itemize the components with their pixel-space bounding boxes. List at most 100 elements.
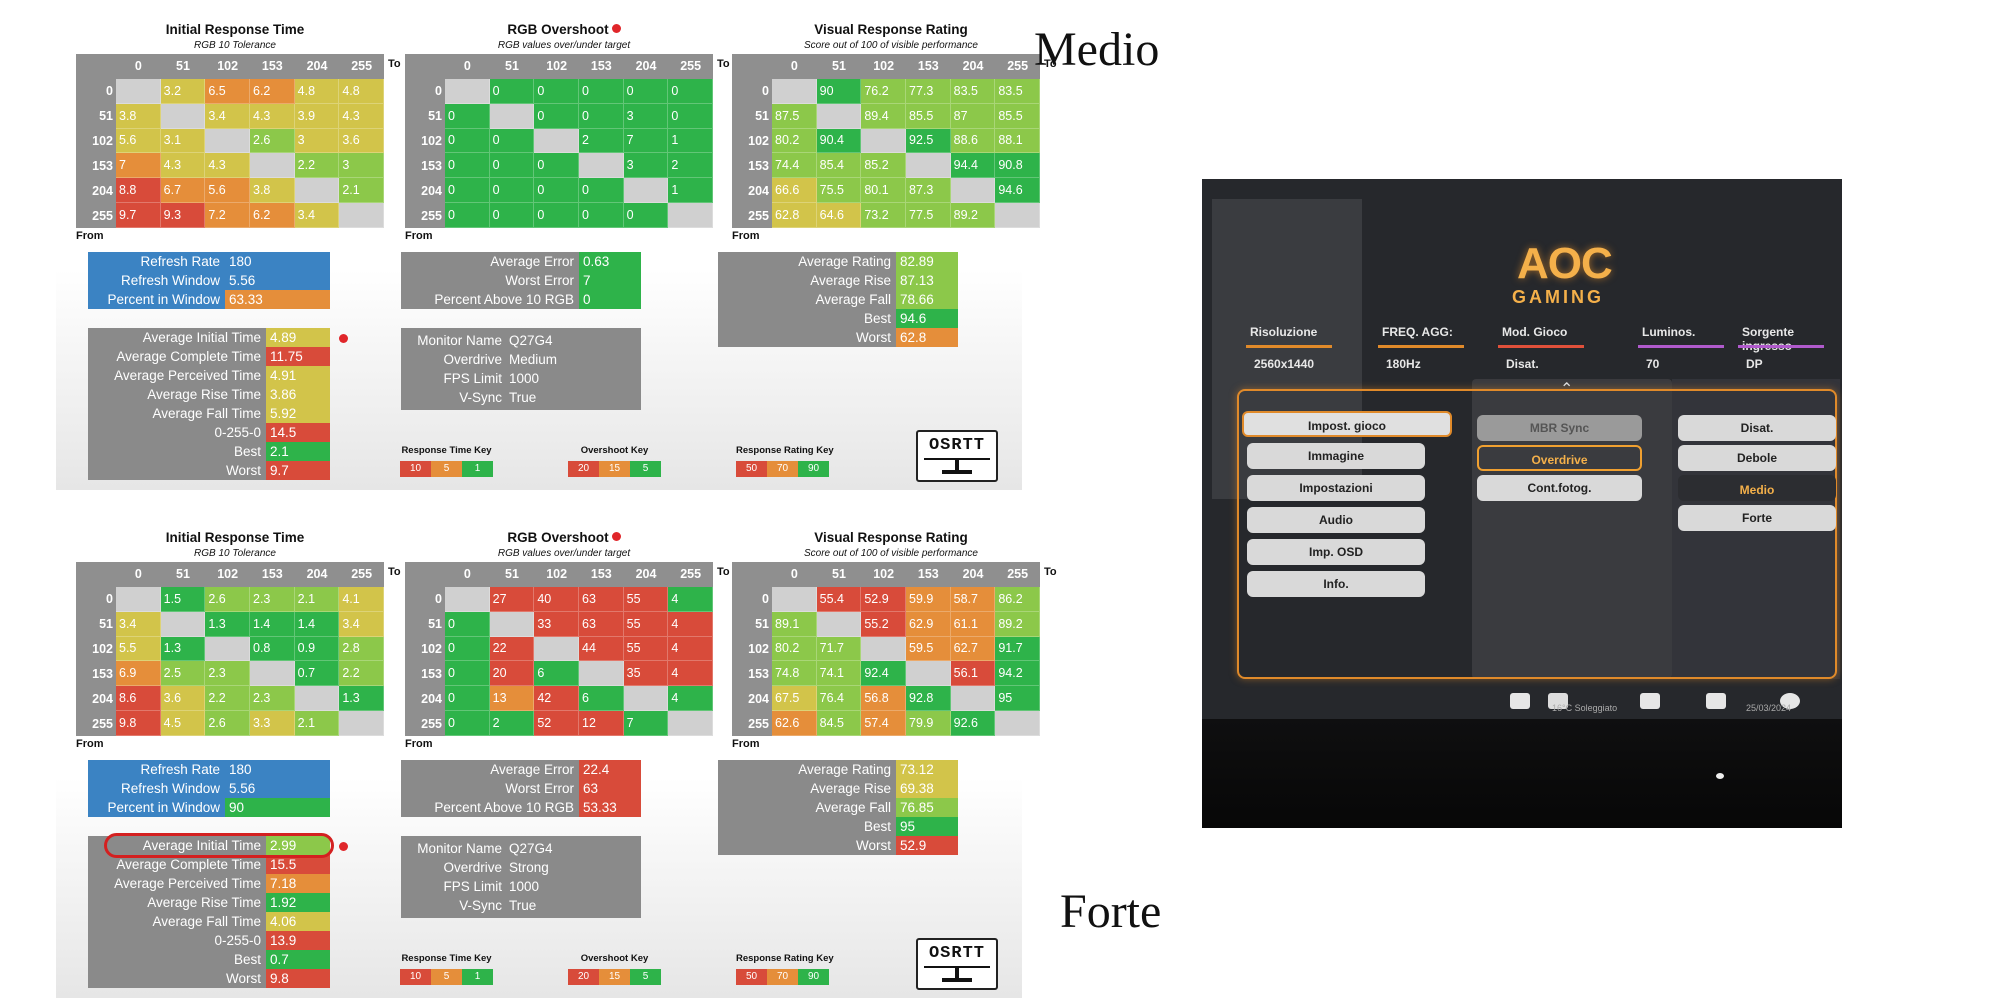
osd-option-disat[interactable]: Disat. xyxy=(1678,415,1836,441)
osd-menu-audio[interactable]: Audio xyxy=(1247,507,1425,533)
osd-sub-cont-fotog[interactable]: Cont.fotog. xyxy=(1477,475,1642,501)
stat-value: 95 xyxy=(896,817,958,836)
heatmap-cell: 3.9 xyxy=(294,103,340,129)
heatmap-cell: 12 xyxy=(579,711,624,736)
info-label: V-Sync xyxy=(459,390,502,405)
monitor-icon xyxy=(924,458,990,460)
stat-label: Average Error xyxy=(490,254,574,269)
response-rating-key: Response Rating Key 50 70 90 xyxy=(736,445,834,477)
osd-header-value: 70 xyxy=(1646,357,1660,371)
stat-row: Average Error 22.4 xyxy=(401,760,641,779)
heatmap-cell: 4.8 xyxy=(294,78,340,104)
row-header: 51 xyxy=(99,617,113,632)
info-value: 1000 xyxy=(509,371,540,386)
row-header: 204 xyxy=(421,691,442,706)
stat-row: 0-255-0 13.9 xyxy=(88,931,330,950)
heatmap-cell: 94.2 xyxy=(995,661,1040,687)
heatmap-cell-empty xyxy=(160,611,206,637)
info-label: Overdrive xyxy=(443,352,502,367)
heatmap-cell: 0 xyxy=(579,203,624,228)
key-cells: 10 5 1 xyxy=(400,969,493,985)
chevron-down-icon[interactable] xyxy=(1548,693,1568,709)
heatmap-cell: 90.4 xyxy=(816,128,862,154)
stat-row: Percent in Window 90 xyxy=(88,798,330,817)
osd-menu-info[interactable]: Info. xyxy=(1247,571,1425,597)
osd-sub-overdrive[interactable]: Overdrive xyxy=(1477,445,1642,471)
heatmap-cell: 6.2 xyxy=(250,78,295,104)
osd-header-underline xyxy=(1378,345,1464,348)
heatmap-cell: 89.4 xyxy=(861,103,906,129)
osd-menu-immagine[interactable]: Immagine xyxy=(1247,443,1425,469)
osd-sub-mbr-sync[interactable]: MBR Sync xyxy=(1477,415,1642,441)
osd-option-medio[interactable]: Medio xyxy=(1678,475,1836,501)
stat-value: 14.5 xyxy=(266,423,330,442)
stat-row: Average Fall 78.66 xyxy=(718,290,958,309)
heatmap-cell: 0 xyxy=(579,78,624,104)
heatmap-cell: 2.5 xyxy=(160,661,206,687)
key-cells: 10 5 1 xyxy=(400,461,493,477)
heatmap-cell: 76.4 xyxy=(816,686,862,712)
heatmap-cell: 4.8 xyxy=(339,78,384,104)
heatmap-title: Visual Response Rating xyxy=(814,22,968,37)
row-header: 0 xyxy=(106,84,113,99)
col-header: 51 xyxy=(832,59,846,74)
col-header: 51 xyxy=(176,567,190,582)
osd-header-label: Luminos. xyxy=(1642,325,1696,339)
refresh-stats: Refresh Rate 180 Refresh Window 5.56 Percent… xyxy=(88,760,330,817)
stat-label: Worst xyxy=(855,838,891,853)
heatmap-cell: 0 xyxy=(534,103,579,129)
heatmap-cell: 0 xyxy=(445,711,490,736)
info-value: 1000 xyxy=(509,879,540,894)
stat-value: 5.56 xyxy=(225,779,330,798)
osd-menu-impostazioni[interactable]: Impostazioni xyxy=(1247,475,1425,501)
heatmap-cell-empty xyxy=(950,686,996,712)
heatmap-cell: 87.3 xyxy=(906,178,951,204)
heatmap-cell: 9.7 xyxy=(116,203,161,228)
row-header: 153 xyxy=(92,666,113,681)
back-icon[interactable] xyxy=(1706,693,1726,709)
chevron-up-icon[interactable] xyxy=(1640,693,1660,709)
info-label: Overdrive xyxy=(443,860,502,875)
col-header: 153 xyxy=(917,59,939,74)
stat-value: 180 xyxy=(225,252,330,271)
response-time-key: Response Time Key 10 5 1 xyxy=(400,445,493,477)
heatmap-cell: 4.5 xyxy=(160,711,206,736)
heatmap-cell: 0 xyxy=(668,78,713,104)
osd-option-debole[interactable]: Debole xyxy=(1678,445,1836,471)
overshoot-error-stats: Average Error 22.4 Worst Error 63 Percent Ab… xyxy=(401,760,641,817)
osrtt-logo-text: OSRTT xyxy=(928,944,985,963)
osd-menu-label: Info. xyxy=(1323,577,1349,591)
window-icon[interactable] xyxy=(1510,693,1530,709)
col-header: 153 xyxy=(590,59,612,74)
response-time-stats: Average Initial Time 4.89 Average Complete… xyxy=(88,328,330,480)
heatmap-cell: 56.8 xyxy=(861,686,906,712)
heatmap-cell: 55 xyxy=(623,586,669,612)
power-icon[interactable] xyxy=(1780,693,1800,709)
osd-option-forte[interactable]: Forte xyxy=(1678,505,1836,531)
row-header: 102 xyxy=(92,133,113,148)
osd-header-label: FREQ. AGG: xyxy=(1382,325,1453,339)
heatmap-cell: 0 xyxy=(489,128,535,154)
osd-header-underline xyxy=(1246,345,1332,348)
col-header: 153 xyxy=(261,59,283,74)
info-label: Monitor Name xyxy=(417,841,502,856)
heatmap-cell: 0 xyxy=(445,686,490,712)
stat-label: Worst Error xyxy=(505,273,574,288)
osd-header-label: Risoluzione xyxy=(1250,325,1318,339)
heatmap-cell: 62.7 xyxy=(950,636,996,662)
heatmap-cell: 94.4 xyxy=(950,153,996,179)
heatmap-cell-empty xyxy=(205,128,250,154)
heatmap-cell: 0 xyxy=(534,153,579,179)
osd-menu-impost-gioco[interactable]: Impost. gioco xyxy=(1242,411,1452,437)
osd-menu-imp-osd[interactable]: Imp. OSD xyxy=(1247,539,1425,565)
stat-value: 4.91 xyxy=(266,366,330,385)
stat-row: Average Rise Time 1.92 xyxy=(88,893,330,912)
heatmap-subtitle: RGB values over/under target xyxy=(497,40,631,51)
stat-value: 0.7 xyxy=(266,950,330,969)
stat-row: Worst 62.8 xyxy=(718,328,958,347)
osd-header-value: DP xyxy=(1746,357,1763,371)
heatmap-cell: 85.2 xyxy=(861,153,906,179)
heatmap-cell: 3.4 xyxy=(294,203,340,228)
stat-row: Best 95 xyxy=(718,817,958,836)
key-cell: 70 xyxy=(767,461,798,477)
